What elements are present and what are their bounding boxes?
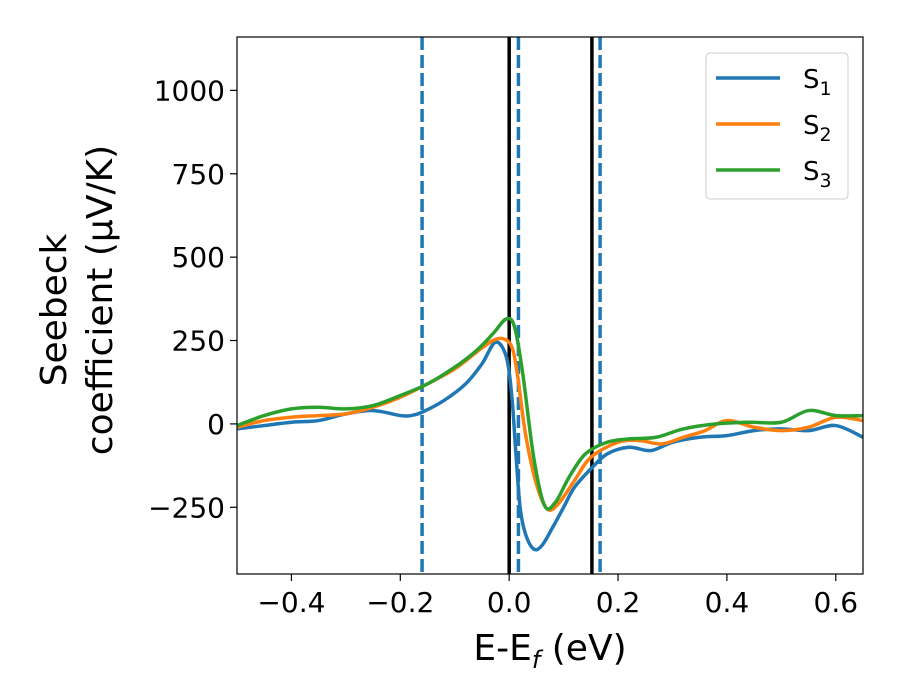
x-axis-label: E-Ef (eV) — [473, 628, 626, 674]
y-axis-label-line1: Seebeck — [34, 233, 75, 386]
x-axis-label-main: E-E — [473, 628, 531, 669]
x-tick-label: −0.2 — [366, 586, 434, 619]
y-tick-label: 500 — [172, 241, 225, 274]
legend-label-s1: S1 — [803, 65, 832, 100]
y-tick-label: 0 — [207, 408, 225, 441]
x-tick-label: 0.4 — [705, 586, 750, 619]
legend-box — [705, 52, 849, 200]
series-lines — [237, 316, 863, 552]
vertical-lines — [420, 37, 602, 574]
series-line-s3 — [237, 316, 863, 511]
x-tick-label: −0.4 — [257, 586, 325, 619]
x-tick-label: 0.0 — [487, 586, 532, 619]
legend: S1 S2 S3 — [705, 52, 849, 200]
y-axis-label-line2: coefficient (μV/K) — [80, 145, 121, 455]
legend-label-s2: S2 — [803, 111, 832, 146]
x-tick-label: 0.6 — [814, 586, 859, 619]
series-line-s1 — [237, 340, 863, 552]
y-tick-label: 750 — [172, 158, 225, 191]
x-axis-label-unit: (eV) — [540, 628, 626, 669]
y-tick-label: −250 — [148, 491, 225, 524]
y-tick-label: 1000 — [154, 74, 225, 107]
y-tick-label: 250 — [172, 325, 225, 358]
x-axis-ticks: −0.4 −0.2 0.0 0.2 0.4 0.6 — [257, 574, 858, 619]
plot-frame — [236, 36, 864, 575]
y-axis-ticks: −250 0 250 500 750 1000 — [148, 74, 237, 524]
legend-label-s3: S3 — [803, 157, 832, 192]
x-tick-label: 0.2 — [596, 586, 641, 619]
